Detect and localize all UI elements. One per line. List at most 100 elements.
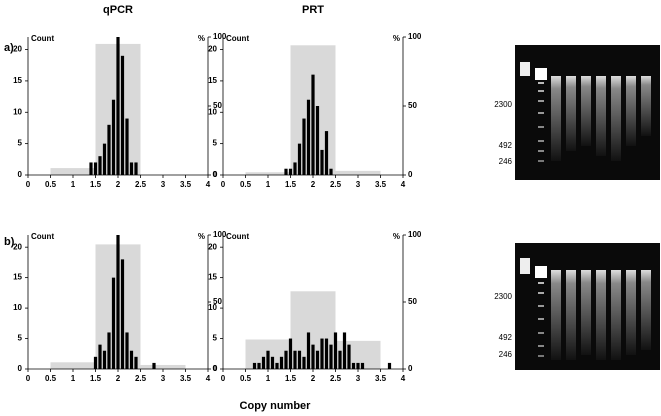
count-bar	[297, 350, 302, 369]
count-bar	[288, 338, 293, 369]
count-bar	[347, 344, 351, 369]
y-tick-label: 20	[13, 45, 22, 54]
gel-marker: 2300	[494, 100, 512, 109]
count-bar	[306, 99, 311, 175]
gel-marker: 492	[499, 333, 513, 342]
x-tick-label: 4	[401, 374, 406, 383]
x-tick-label: 2.5	[135, 374, 147, 383]
count-bar	[125, 332, 129, 369]
y-tick-label: 10	[208, 107, 217, 116]
x-tick-label: 2.5	[330, 180, 342, 189]
x-tick-label: 1.5	[90, 374, 102, 383]
count-bar	[120, 55, 125, 176]
x-tick-label: 4	[206, 374, 211, 383]
count-bar	[102, 143, 107, 175]
count-bar	[306, 332, 311, 369]
y2-tick-label: 50	[213, 297, 222, 306]
y-axis-title: Count	[226, 232, 249, 241]
count-bar	[252, 362, 257, 369]
count-bar	[284, 168, 288, 175]
count-bar	[116, 37, 120, 175]
count-bar	[320, 338, 324, 369]
y2-tick-label: 100	[213, 32, 227, 41]
y-tick-label: 10	[13, 303, 22, 312]
y-axis-title: Count	[226, 34, 249, 43]
y-tick-label: 5	[18, 334, 23, 343]
x-tick-label: 3	[356, 374, 361, 383]
count-bar	[134, 162, 138, 175]
count-bar	[320, 149, 324, 175]
histogram-bar	[140, 364, 186, 369]
x-tick-label: 0	[26, 374, 31, 383]
count-bar	[288, 168, 293, 175]
y-tick-label: 20	[208, 242, 217, 251]
x-tick-label: 0.5	[240, 180, 252, 189]
chart-title: qPCR	[103, 4, 133, 16]
y-tick-label: 0	[18, 170, 23, 179]
y-tick-label: 15	[13, 273, 22, 282]
x-tick-label: 2.5	[135, 180, 147, 189]
row-label: b)	[4, 236, 15, 248]
count-bar	[297, 143, 302, 175]
x-tick-label: 0.5	[45, 180, 57, 189]
x-tick-label: 0	[221, 180, 226, 189]
gel-image	[515, 243, 660, 370]
x-tick-label: 1	[266, 180, 271, 189]
count-bar	[107, 124, 111, 175]
y2-axis-title: %	[393, 34, 400, 43]
count-bar	[116, 235, 120, 369]
count-bar	[93, 356, 98, 369]
x-tick-label: 2.5	[330, 374, 342, 383]
y-tick-label: 20	[208, 45, 217, 54]
count-bar	[329, 344, 333, 369]
histogram-bar	[50, 362, 96, 369]
x-tick-label: 1	[266, 374, 271, 383]
y-tick-label: 0	[213, 364, 218, 373]
count-bar	[338, 350, 342, 369]
x-tick-label: 1	[71, 180, 76, 189]
count-bar	[275, 362, 279, 369]
y-tick-label: 10	[13, 107, 22, 116]
y-tick-label: 5	[18, 139, 23, 148]
histogram-bar	[50, 168, 96, 175]
count-bar	[89, 162, 93, 175]
x-axis-title: Copy number	[240, 400, 312, 412]
x-tick-label: 0.5	[240, 374, 252, 383]
count-bar	[152, 362, 156, 369]
count-bar	[342, 332, 347, 369]
x-tick-label: 1.5	[285, 374, 297, 383]
count-bar	[261, 356, 266, 369]
histogram-bar	[335, 170, 381, 175]
x-tick-label: 2	[116, 180, 121, 189]
y-tick-label: 15	[13, 76, 22, 85]
count-bar	[257, 362, 261, 369]
y-tick-label: 0	[213, 170, 218, 179]
count-bar	[125, 118, 129, 175]
count-bar	[356, 362, 360, 369]
count-bar	[129, 162, 134, 175]
x-tick-label: 2	[311, 180, 316, 189]
gel-marker: 246	[499, 157, 513, 166]
count-bar	[134, 356, 138, 369]
x-tick-label: 0	[221, 374, 226, 383]
count-bar	[98, 156, 102, 175]
count-bar	[266, 350, 270, 369]
x-tick-label: 1.5	[285, 180, 297, 189]
count-bar	[351, 362, 356, 369]
y-tick-label: 0	[18, 364, 23, 373]
count-bar	[93, 162, 98, 175]
gel-image	[515, 45, 660, 180]
x-tick-label: 3	[356, 180, 361, 189]
gel-marker: 2300	[494, 292, 512, 301]
count-bar	[120, 259, 125, 369]
y-tick-label: 5	[213, 334, 218, 343]
count-bar	[302, 356, 306, 369]
row-label: a)	[4, 42, 14, 54]
count-bar	[315, 106, 320, 175]
x-tick-label: 1.5	[90, 180, 102, 189]
y2-tick-label: 100	[408, 32, 422, 41]
y2-tick-label: 100	[408, 230, 422, 239]
chart-title: PRT	[302, 4, 324, 16]
y-tick-label: 20	[13, 242, 22, 251]
count-bar	[324, 338, 329, 369]
